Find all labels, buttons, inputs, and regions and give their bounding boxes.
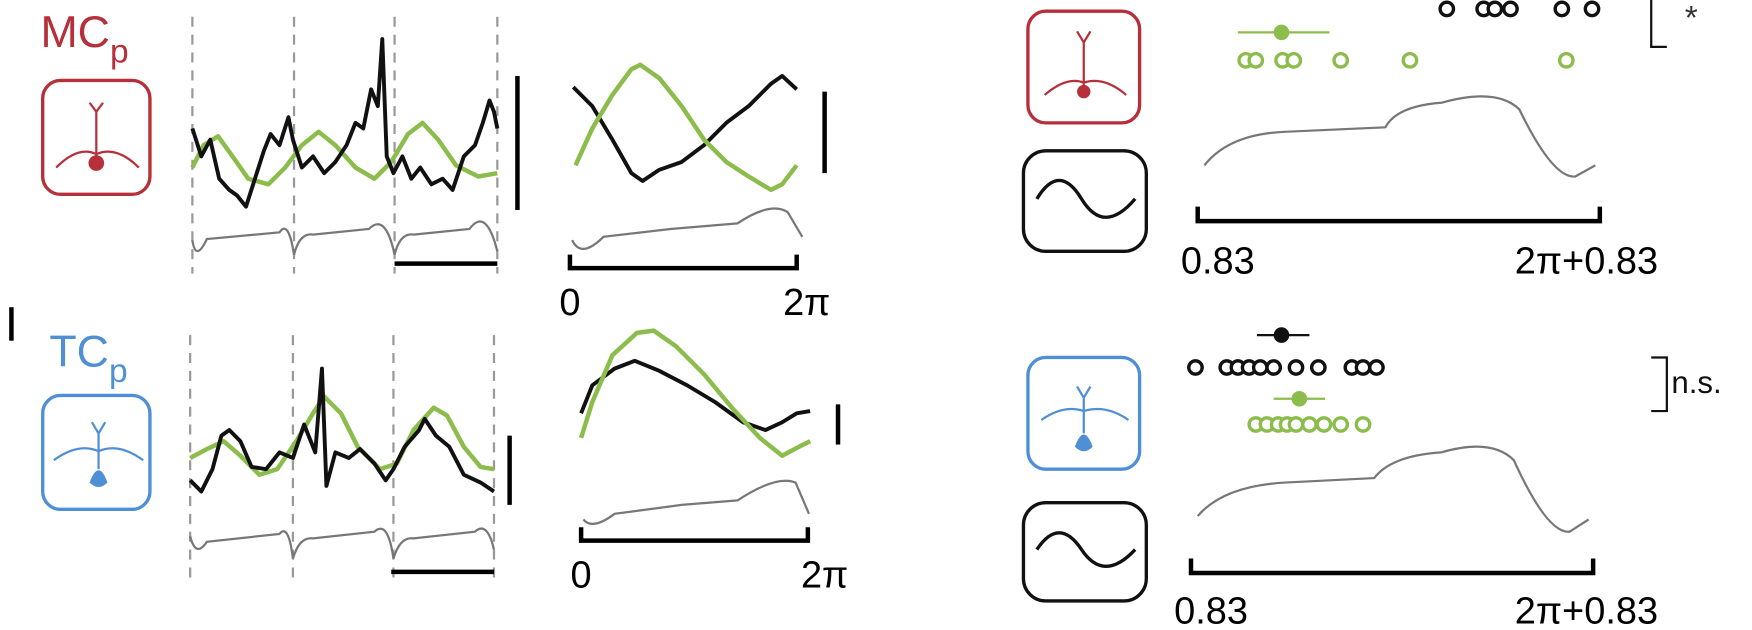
tc-right: 0.83 2π+0.83 n.s. (1021, 327, 1722, 630)
tc-phase: 0 2π (571, 328, 848, 597)
axis-start: 0 (571, 555, 592, 597)
axis-end: 2π (783, 282, 830, 324)
axis-start: 0.83 (1174, 590, 1248, 630)
axis-start: 0 (559, 282, 580, 324)
mc-phase: 0 2π (559, 62, 830, 324)
significance: n.s. (1671, 365, 1721, 400)
mc-sub: p (110, 34, 129, 71)
mc-right: 0.83 2π+0.83 * (1021, 0, 1698, 283)
mc-traces (190, 16, 520, 274)
axis-end: 2π+0.83 (1515, 590, 1658, 630)
tc-label: TCp (49, 327, 127, 390)
axis-end: 2π+0.83 (1515, 241, 1658, 283)
axis-end: 2π (801, 555, 848, 597)
tc-traces (188, 335, 512, 581)
mc-label: MCp (40, 8, 128, 71)
significance: * (1685, 0, 1698, 37)
tc-icon (41, 393, 152, 512)
mc-icon (41, 78, 152, 197)
tc-text: TC (49, 327, 109, 376)
axis-start: 0.83 (1181, 241, 1255, 283)
mc-text: MC (40, 8, 109, 57)
tc-sub: p (109, 353, 128, 390)
